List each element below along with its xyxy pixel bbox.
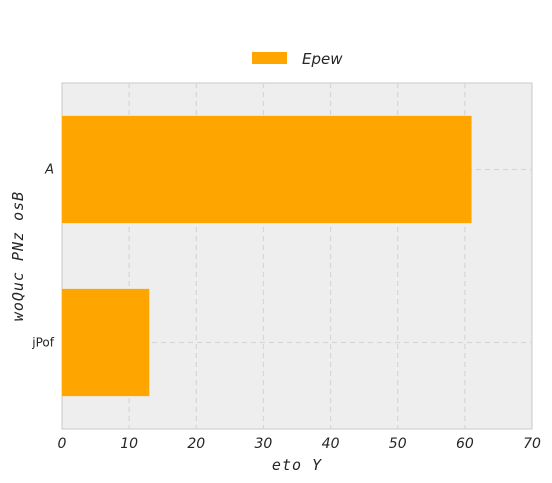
x-tick-label: 50 <box>389 436 407 452</box>
x-tick-label: 60 <box>456 436 474 452</box>
legend-swatch <box>252 52 287 64</box>
y-category-label: A <box>44 163 54 178</box>
bars <box>62 115 472 397</box>
legend-label: Epew <box>302 50 343 68</box>
x-tick-label: 0 <box>58 436 67 452</box>
x-axis-title: eto Y <box>272 456 322 474</box>
bar <box>62 115 472 224</box>
y-category-label: jPof <box>31 336 54 350</box>
x-tick-labels: 0 10 20 30 40 50 60 70 <box>58 436 541 452</box>
bar <box>62 288 150 397</box>
legend: Epew <box>252 50 343 68</box>
x-tick-label: 70 <box>523 436 541 452</box>
x-tick-label: 10 <box>120 436 138 452</box>
y-axis-title: woQuc PNz osB <box>9 191 27 321</box>
x-tick-label: 20 <box>187 436 205 452</box>
x-tick-label: 40 <box>322 436 340 452</box>
x-tick-label: 30 <box>255 436 273 452</box>
